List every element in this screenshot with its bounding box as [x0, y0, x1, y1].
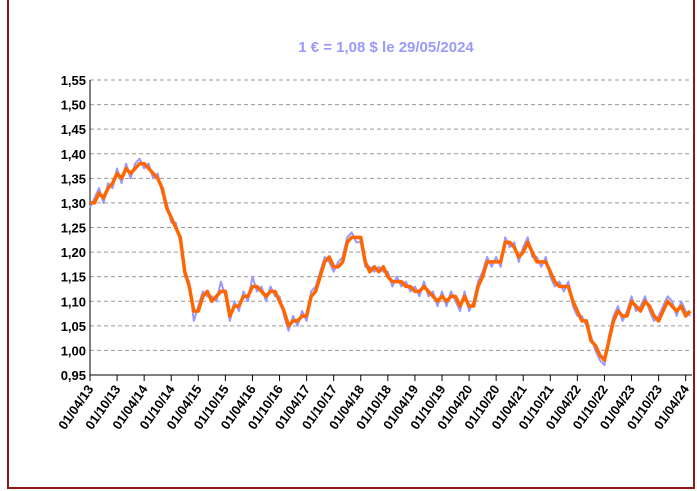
chart-title: 1 € = 1,08 $ le 29/05/2024: [298, 39, 474, 56]
y-tick-label: 1,20: [61, 245, 86, 260]
y-tick-label: 1,50: [61, 98, 86, 113]
y-tick-label: 1,10: [61, 294, 86, 309]
y-tick-label: 1,40: [61, 147, 86, 162]
y-tick-label: 1,45: [61, 122, 86, 137]
frame: [7, 0, 695, 489]
y-tick-label: 1,35: [61, 171, 86, 186]
y-tick-label: 1,55: [61, 73, 86, 88]
series-line: [90, 161, 692, 362]
y-tick-label: 1,30: [61, 196, 86, 211]
y-tick-label: 1,00: [61, 343, 86, 358]
y-tick-label: 1,25: [61, 221, 86, 236]
y-tick-label: 1,15: [61, 270, 86, 285]
y-tick-label: 1,05: [61, 319, 86, 334]
y-tick-label: 0,95: [61, 368, 86, 383]
